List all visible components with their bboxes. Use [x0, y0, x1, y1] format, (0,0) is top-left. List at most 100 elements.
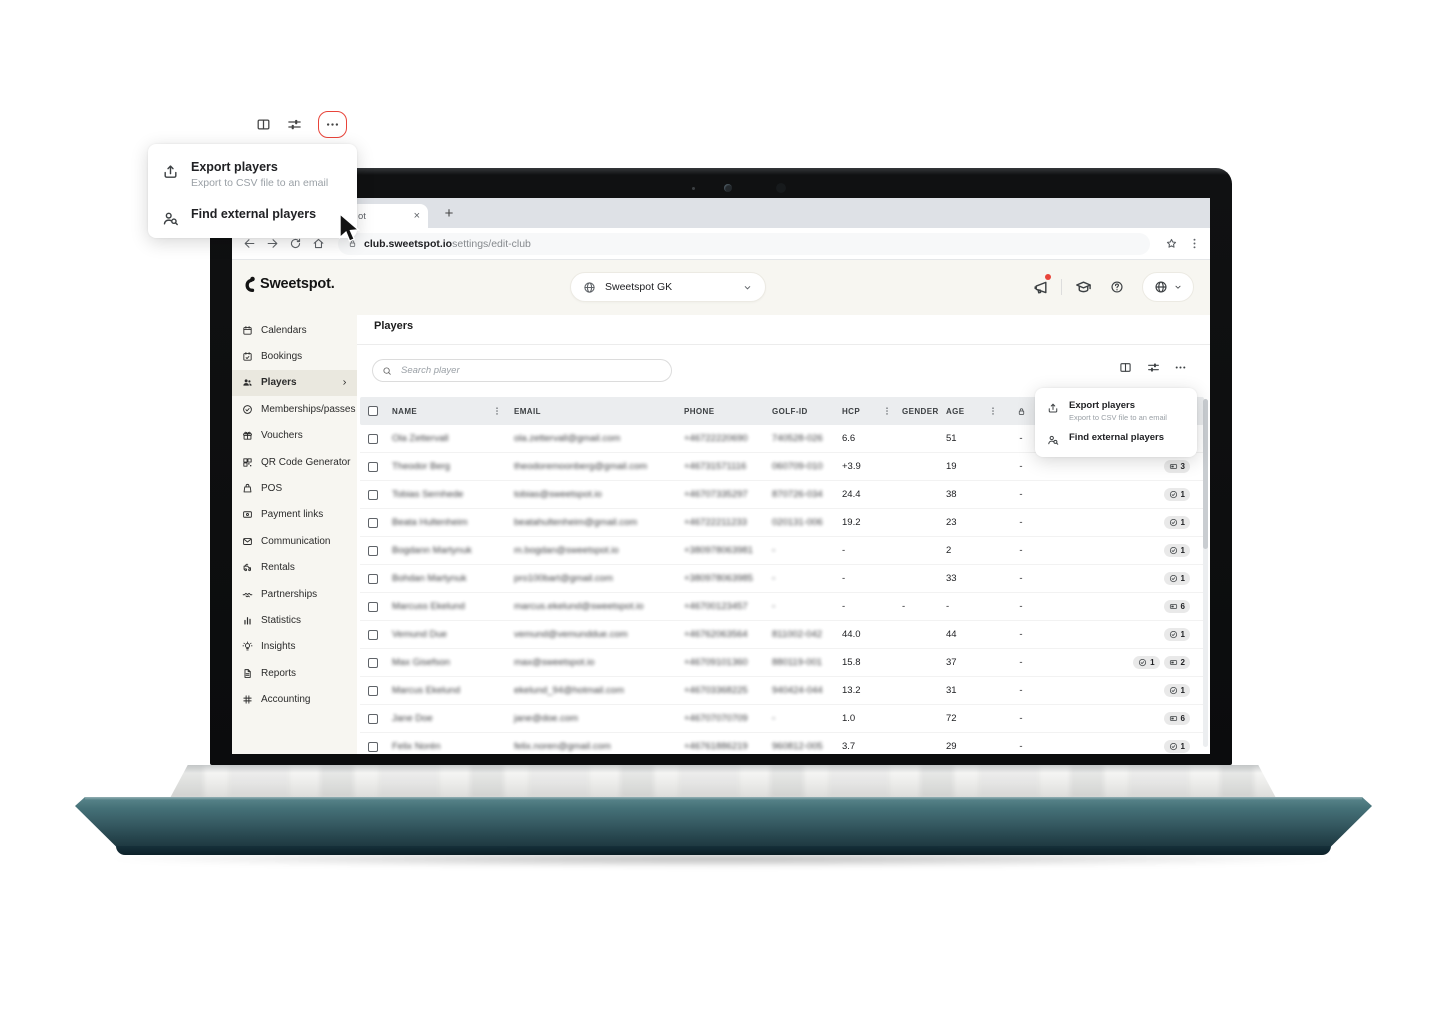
table-row[interactable]: Marcus Ekelund ekelund_94@hotmail.com +467…: [360, 677, 1204, 705]
sidebar-item-accounting[interactable]: Accounting: [232, 686, 357, 712]
forward-icon: [267, 239, 278, 248]
education-button[interactable]: [1066, 272, 1100, 302]
row-checkbox[interactable]: [360, 489, 386, 500]
row-checkbox[interactable]: [360, 573, 386, 584]
table-columns-icon[interactable]: [256, 117, 271, 132]
chevron-down-icon: [1173, 282, 1183, 292]
player-hcp: -: [842, 573, 846, 584]
filter-icon[interactable]: [287, 117, 302, 132]
menu-item-export-players[interactable]: Export players Export to CSV file to an e…: [148, 155, 357, 193]
column-header-email[interactable]: EMAIL: [514, 406, 541, 416]
language-selector[interactable]: [1142, 272, 1194, 302]
laptop-shadow: [95, 851, 1350, 867]
sidebar-item-players[interactable]: Players: [232, 369, 357, 397]
filter-icon[interactable]: [1147, 361, 1160, 374]
more-options-icon: [1175, 366, 1186, 369]
sidebar-item-partnerships[interactable]: Partnerships: [232, 581, 357, 607]
table-row[interactable]: Ola Zettervall ola.zettervall@gmail.com +4…: [360, 425, 1204, 453]
select-all-checkbox[interactable]: [360, 406, 386, 416]
browser-menu-button[interactable]: [1183, 232, 1206, 255]
row-checkbox[interactable]: [360, 741, 386, 752]
bookmark-star-button[interactable]: [1160, 232, 1183, 255]
column-header-name[interactable]: NAME: [392, 406, 418, 416]
player-email: m.bogdan@sweetspot.io: [514, 545, 619, 556]
home-button[interactable]: [307, 232, 330, 255]
sidebar-item-reports[interactable]: Reports: [232, 660, 357, 686]
table-row[interactable]: Theodor Berg theodoremoonberg@gmail.com +4…: [360, 453, 1204, 481]
player-hcp: 15.8: [842, 657, 861, 668]
table-scrollbar[interactable]: [1203, 399, 1208, 747]
search-input[interactable]: [399, 364, 662, 377]
player-name: Beata Hultenheim: [392, 517, 468, 528]
row-checkbox[interactable]: [360, 601, 386, 612]
announcements-icon: [1033, 281, 1047, 294]
sidebar-item-payment-links[interactable]: Payment links: [232, 502, 357, 528]
column-header-gender[interactable]: GENDER: [902, 406, 939, 416]
close-tab-icon[interactable]: ×: [413, 209, 420, 222]
table-row[interactable]: Max Gisefson max@sweetspot.io +46709101360…: [360, 649, 1204, 677]
lock-icon: [348, 239, 357, 248]
row-checkbox[interactable]: [360, 433, 386, 444]
table-row[interactable]: Marcuss Ekelund marcus.ekelund@sweetspot.…: [360, 593, 1204, 621]
column-menu-icon[interactable]: [492, 406, 502, 416]
row-checkbox[interactable]: [360, 657, 386, 668]
table-columns-icon[interactable]: [1119, 361, 1132, 374]
more-options-icon[interactable]: [325, 117, 340, 132]
club-selector[interactable]: Sweetspot GK: [570, 272, 766, 302]
table-row[interactable]: Tobias Sernhede tobias@sweetspot.io +46707…: [360, 481, 1204, 509]
row-checkbox[interactable]: [360, 517, 386, 528]
menu-item-export-players[interactable]: Export players Export to CSV file to an e…: [1035, 395, 1197, 427]
column-header-golfid[interactable]: GOLF-ID: [772, 406, 808, 416]
back-button[interactable]: [238, 232, 261, 255]
sidebar-item-insights[interactable]: Insights: [232, 634, 357, 660]
table-row[interactable]: Vemund Due vemund@vemunddue.com +467620635…: [360, 621, 1204, 649]
sidebar-item-bookings[interactable]: Bookings: [232, 343, 357, 369]
column-menu-icon[interactable]: [988, 406, 998, 416]
new-tab-button[interactable]: +: [444, 204, 454, 222]
menu-item-find-external-players[interactable]: Find external players: [1035, 427, 1197, 450]
player-hcp: +3.9: [842, 461, 861, 472]
forward-button[interactable]: [261, 232, 284, 255]
sidebar-item-rentals[interactable]: Rentals: [232, 555, 357, 581]
player-badges: 6: [1040, 712, 1204, 725]
sidebar-item-statistics[interactable]: Statistics: [232, 607, 357, 633]
row-checkbox[interactable]: [360, 629, 386, 640]
reports-icon: [244, 668, 251, 678]
column-header-phone[interactable]: PHONE: [684, 406, 715, 416]
column-menu-icon[interactable]: [882, 406, 892, 416]
row-checkbox[interactable]: [360, 461, 386, 472]
kebab-icon: [886, 407, 888, 415]
column-header-hcp[interactable]: HCP: [842, 406, 861, 416]
table-row[interactable]: Felix Norén felix.noren@gmail.com +4676188…: [360, 733, 1204, 754]
search-player-box[interactable]: [372, 359, 672, 382]
help-button[interactable]: [1100, 272, 1134, 302]
table-row[interactable]: Beata Hultenheim beatahultenheim@gmail.co…: [360, 509, 1204, 537]
player-age: 23: [946, 517, 957, 528]
sidebar-item-vouchers[interactable]: Vouchers: [232, 423, 357, 449]
more-options-icon[interactable]: [1174, 361, 1187, 374]
sidebar-item-qr-code-generator[interactable]: QR Code Generator: [232, 449, 357, 475]
table-row[interactable]: Bohdan Martynuk pro100bart@gmail.com +3809…: [360, 565, 1204, 593]
filter-icon: [1148, 363, 1159, 372]
announcements-button[interactable]: [1023, 272, 1057, 302]
partnerships-icon: [242, 592, 253, 597]
table-row[interactable]: Bogdann Martynuk m.bogdan@sweetspot.io +38…: [360, 537, 1204, 565]
row-checkbox[interactable]: [360, 685, 386, 696]
browser-tab[interactable]: ot ×: [350, 204, 428, 228]
player-golf-id: 960812-005: [772, 741, 823, 752]
sidebar-item-calendars[interactable]: Calendars: [232, 317, 357, 343]
sidebar-item-memberships-passes[interactable]: Memberships/passes: [232, 396, 357, 422]
sidebar-item-communication[interactable]: Communication: [232, 528, 357, 554]
menu-item-find-external-players[interactable]: Find external players: [148, 202, 357, 229]
filter-icon: [288, 119, 301, 130]
row-checkbox[interactable]: [360, 713, 386, 724]
player-hcp: 24.4: [842, 489, 861, 500]
sidebar-item-pos[interactable]: POS: [232, 475, 357, 501]
logo-text: Sweetspot.: [260, 276, 335, 292]
table-row[interactable]: Jane Doe jane@doe.com +46707070709 - 1.0 72 - 6: [360, 705, 1204, 733]
reload-button[interactable]: [284, 232, 307, 255]
column-header-age[interactable]: AGE: [946, 406, 965, 416]
player-hcp: 19.2: [842, 517, 861, 528]
row-checkbox[interactable]: [360, 545, 386, 556]
address-bar[interactable]: club.sweetspot.iosettings/edit-club: [338, 232, 1150, 255]
